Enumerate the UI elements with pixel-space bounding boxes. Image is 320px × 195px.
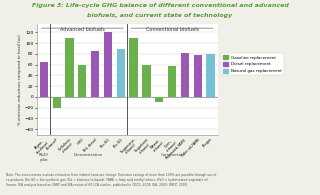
Text: Advanced biofuels: Advanced biofuels	[60, 27, 105, 32]
Bar	[194, 55, 202, 97]
Bar	[168, 66, 176, 97]
Text: Sugarbeet
ethanol: Sugarbeet ethanol	[133, 137, 153, 156]
Text: Biogas: Biogas	[202, 137, 213, 148]
Bar	[142, 65, 151, 97]
Text: Commercial: Commercial	[160, 153, 184, 157]
Bar	[104, 32, 112, 97]
Text: Butanol*: Butanol*	[46, 137, 60, 151]
Bar	[130, 38, 138, 97]
Text: Cellulosic
ethanol: Cellulosic ethanol	[58, 137, 76, 155]
Bar	[78, 65, 86, 97]
Text: Figure 3: Life-cycle GHG balance of different conventional and advanced: Figure 3: Life-cycle GHG balance of diff…	[32, 3, 288, 8]
Bar	[116, 49, 125, 97]
Bar	[40, 62, 48, 97]
Bar	[52, 97, 61, 108]
Text: Demonstration: Demonstration	[74, 153, 103, 157]
Text: Rapeseed-FAME: Rapeseed-FAME	[165, 137, 188, 160]
Text: Corn-
ethanol: Corn- ethanol	[163, 137, 178, 153]
Text: Algae-
biodiesel: Algae- biodiesel	[33, 137, 50, 155]
Bar	[91, 51, 99, 97]
Text: Bio-SG: Bio-SG	[112, 137, 124, 149]
Text: BtL diesel: BtL diesel	[83, 137, 98, 152]
Text: R&D/
pilot: R&D/ pilot	[39, 153, 49, 162]
Bar	[155, 97, 164, 102]
Bar	[65, 38, 74, 97]
Y-axis label: % emission reductions compared to fossil fuel: % emission reductions compared to fossil…	[18, 34, 22, 125]
Text: HVO: HVO	[77, 137, 85, 145]
Text: Sugarcane-
ethanol: Sugarcane- ethanol	[119, 137, 140, 157]
Text: biofuels, and current state of technology: biofuels, and current state of technolog…	[87, 13, 233, 18]
Text: Wheat-
ethanol: Wheat- ethanol	[150, 137, 165, 153]
Text: Note: The assessments exclude emissions from indirect land-use change. Emission : Note: The assessments exclude emissions …	[6, 173, 217, 187]
Bar	[206, 54, 215, 97]
Text: Bio-SG: Bio-SG	[100, 137, 111, 149]
Legend: Gasoline replacement, Diesel replacement, Natural gas replacement: Gasoline replacement, Diesel replacement…	[221, 53, 284, 75]
Text: Conventional biofuels: Conventional biofuels	[146, 27, 199, 32]
Text: Palm oil-FAME: Palm oil-FAME	[180, 137, 201, 157]
Bar	[181, 53, 189, 97]
